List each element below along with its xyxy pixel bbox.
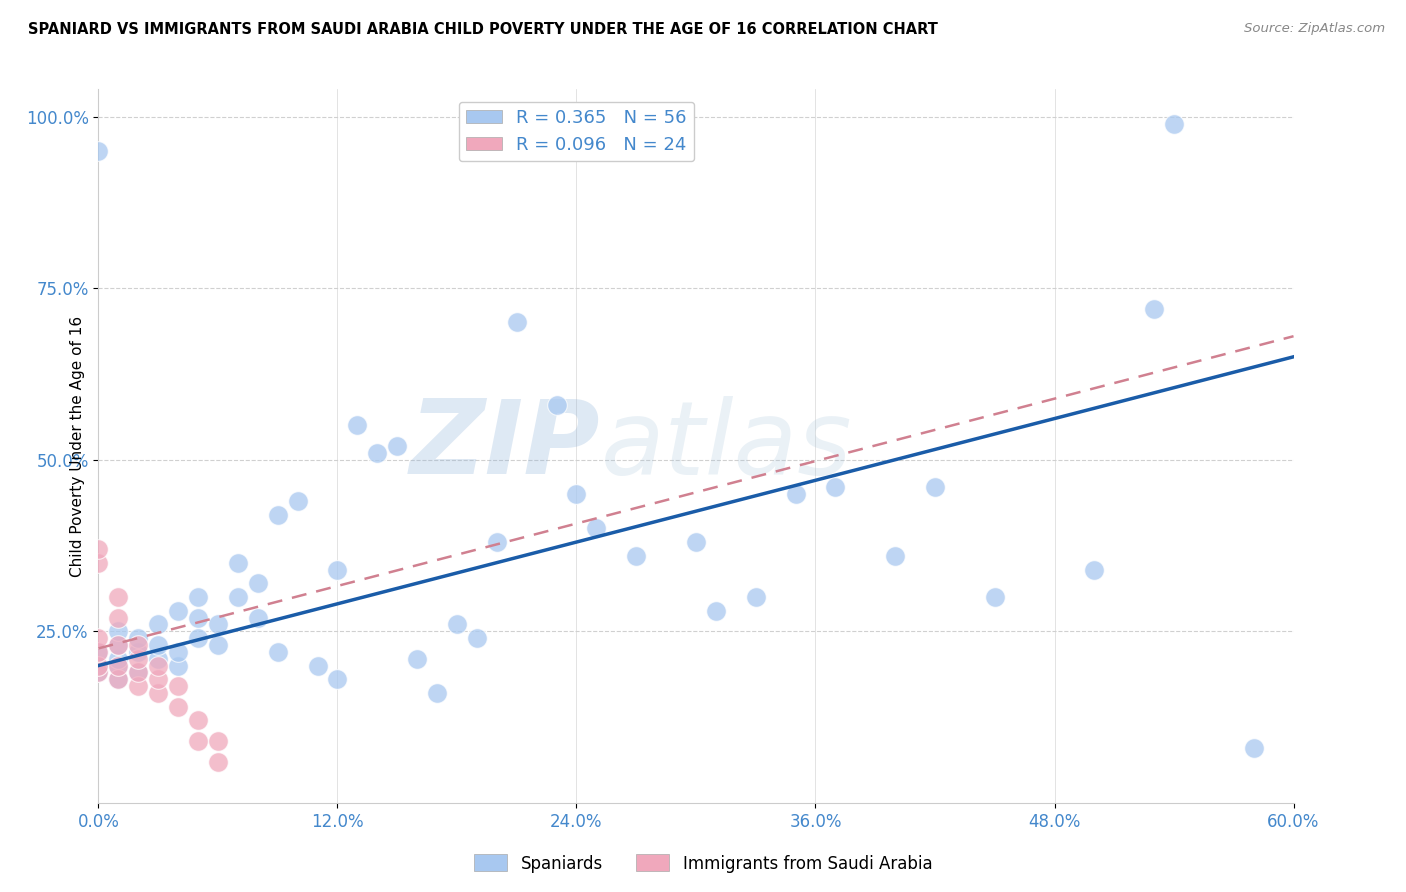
Point [626,549,648,563]
Y-axis label: Child Poverty Under the Age of 16: Child Poverty Under the Age of 16 [69,316,84,576]
Point [307,658,329,673]
Point [127,638,149,652]
Point [287,494,309,508]
Point [406,651,429,665]
Text: Source: ZipAtlas.com: Source: ZipAtlas.com [1244,22,1385,36]
Point [385,439,409,453]
Point [127,665,149,680]
Point [87,665,110,680]
Point [87,645,110,659]
Text: SPANIARD VS IMMIGRANTS FROM SAUDI ARABIA CHILD POVERTY UNDER THE AGE OF 16 CORRE: SPANIARD VS IMMIGRANTS FROM SAUDI ARABIA… [28,22,938,37]
Text: ZIP: ZIP [409,395,600,497]
Point [107,638,129,652]
Point [745,590,768,604]
Point [1243,740,1265,755]
Point [87,631,110,645]
Point [465,631,488,645]
Point [127,631,149,645]
Point [446,617,468,632]
Point [107,673,129,687]
Point [148,673,170,687]
Point [207,755,229,769]
Point [267,508,290,522]
Text: atlas: atlas [600,396,852,496]
Point [366,446,388,460]
Point [207,617,229,632]
Point [107,638,129,652]
Point [426,686,449,700]
Point [326,673,349,687]
Point [187,631,209,645]
Point [167,658,190,673]
Legend: R = 0.365   N = 56, R = 0.096   N = 24: R = 0.365 N = 56, R = 0.096 N = 24 [458,102,695,161]
Point [1083,562,1105,576]
Point [565,487,588,501]
Point [167,645,190,659]
Point [107,673,129,687]
Point [87,144,110,158]
Point [107,658,129,673]
Point [87,665,110,680]
Point [207,638,229,652]
Point [626,110,648,124]
Point [127,665,149,680]
Point [187,610,209,624]
Point [546,398,568,412]
Point [704,604,727,618]
Point [585,521,607,535]
Point [107,651,129,665]
Point [107,590,129,604]
Point [984,590,1007,604]
Point [87,541,110,556]
Point [226,590,249,604]
Point [107,658,129,673]
Point [107,624,129,639]
Point [346,418,368,433]
Point [148,686,170,700]
Point [506,316,529,330]
Point [148,638,170,652]
Point [107,610,129,624]
Point [824,480,846,494]
Point [226,556,249,570]
Point [127,651,149,665]
Point [207,734,229,748]
Point [87,658,110,673]
Point [1143,301,1166,316]
Point [246,576,269,591]
Point [167,699,190,714]
Point [87,645,110,659]
Point [924,480,946,494]
Point [148,617,170,632]
Point [167,604,190,618]
Point [187,590,209,604]
Point [148,658,170,673]
Point [127,679,149,693]
Point [1163,116,1185,130]
Point [148,651,170,665]
Point [187,734,209,748]
Point [246,610,269,624]
Point [785,487,807,501]
Point [485,535,508,549]
Legend: Spaniards, Immigrants from Saudi Arabia: Spaniards, Immigrants from Saudi Arabia [467,847,939,880]
Point [884,549,907,563]
Point [87,658,110,673]
Point [187,714,209,728]
Point [685,535,707,549]
Point [127,645,149,659]
Point [326,562,349,576]
Point [87,556,110,570]
Point [167,679,190,693]
Point [267,645,290,659]
